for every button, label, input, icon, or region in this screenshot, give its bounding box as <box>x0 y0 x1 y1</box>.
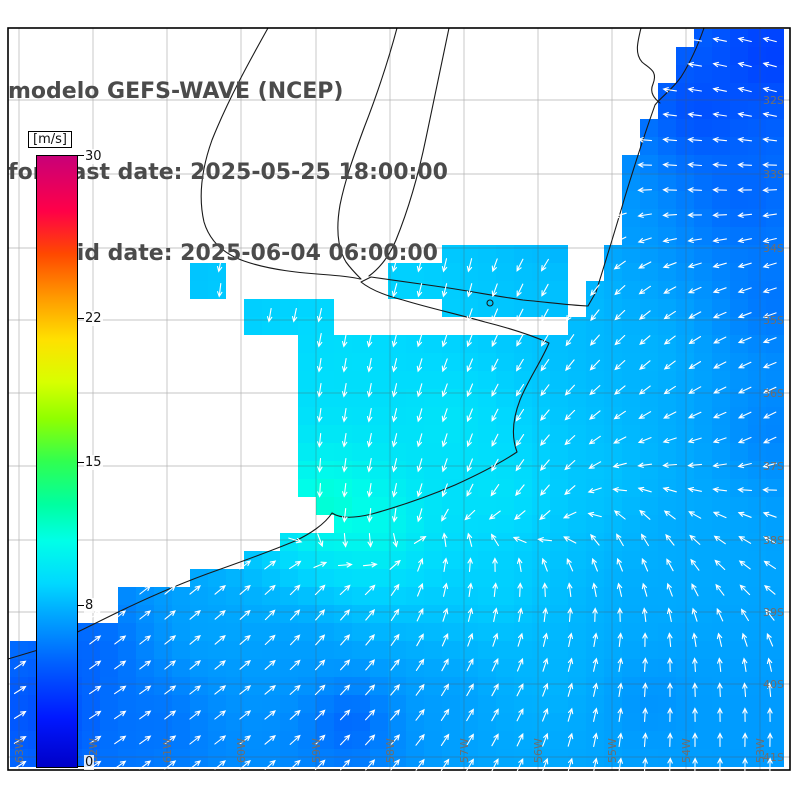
lat-label: 39S <box>763 606 784 619</box>
lat-label: 32S <box>763 94 784 107</box>
lat-label: 37S <box>763 460 784 473</box>
lon-label: 56W <box>532 738 545 763</box>
lat-label: 35S <box>763 314 784 327</box>
lat-label: 36S <box>763 387 784 400</box>
colorbar-tick-mark <box>78 766 84 767</box>
map-frame <box>7 27 791 771</box>
colorbar-tick-label: 15 <box>84 454 103 470</box>
model-title: modelo GEFS-WAVE (NCEP) <box>8 79 344 104</box>
lon-label: 59W <box>310 738 323 763</box>
colorbar-gradient <box>36 155 78 768</box>
lon-label: 53W <box>754 738 767 763</box>
lon-label: 63W <box>13 738 26 763</box>
colorbar-tick-label: 22 <box>84 311 103 327</box>
lon-label: 57W <box>458 738 471 763</box>
lat-label: 40S <box>763 678 784 691</box>
longitude-labels: 63W 62W 61W 60W 59W 58W 57W 56W 55W 54W 53W <box>13 738 767 763</box>
lat-label: 33S <box>763 168 784 181</box>
lon-label: 55W <box>606 738 619 763</box>
coastline <box>7 27 705 660</box>
latitude-labels: 32S 33S 34S 35S 36S 37S 38S 39S 40S 41S <box>763 94 784 764</box>
lat-label: 41S <box>763 751 784 764</box>
wind-arrows <box>13 36 778 773</box>
graticule <box>8 27 790 770</box>
colorbar-tick-label: 0 <box>84 755 95 770</box>
lon-label: 58W <box>384 738 397 763</box>
lon-label: 60W <box>235 738 248 763</box>
lon-label: 61W <box>161 738 174 763</box>
lat-label: 38S <box>763 534 784 547</box>
lon-label: 54W <box>680 738 693 763</box>
colorbar-unit-label: [m/s] <box>28 131 72 148</box>
colorbar-tick-label: 8 <box>84 597 95 613</box>
colorbar-tick-mark <box>78 604 84 606</box>
colorbar-tick-mark <box>78 461 84 463</box>
lat-label: 34S <box>763 242 784 255</box>
colorbar-tick-label: 30 <box>84 149 103 164</box>
colorbar-tick-mark <box>78 318 84 320</box>
colorbar-tick-mark <box>78 155 84 156</box>
colorbar: [m/s] 30 22 15 8 0 <box>28 131 103 770</box>
